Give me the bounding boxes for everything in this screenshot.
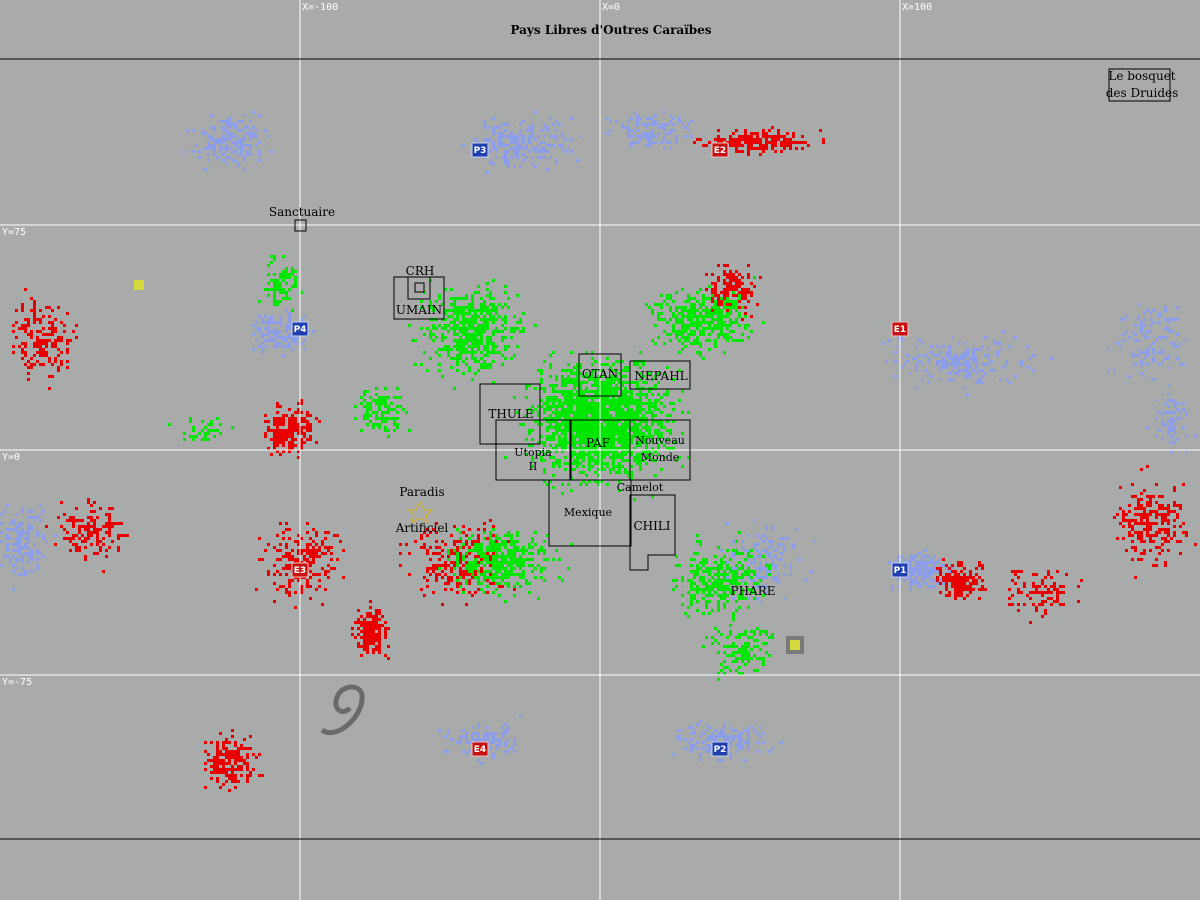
paradis-star-icon [406, 500, 434, 523]
region-label-mexique[interactable]: Mexique [564, 506, 612, 519]
region-label-camelot[interactable]: Camelot [617, 481, 664, 494]
region-boxes [294, 68, 1171, 571]
region-label-utopia[interactable]: Utopia II [514, 446, 552, 473]
region-label-nouveau-monde[interactable]: Nouveau Monde [635, 434, 685, 464]
region-label-crh[interactable]: CRH [406, 264, 435, 278]
marker-p1[interactable]: P1 [891, 562, 909, 578]
region-label-umain[interactable]: UMAIN [396, 303, 442, 317]
y-axis-label-0: Y=0 [2, 452, 20, 463]
map-border-lines [0, 58, 1200, 840]
y-axis-label-minus-75: Y=-75 [2, 677, 32, 688]
region-label-paf[interactable]: PAF [586, 436, 610, 450]
marker-p3[interactable]: P3 [471, 142, 489, 158]
marker-label: P1 [894, 566, 907, 576]
marker-label: E3 [294, 566, 306, 576]
map-title: Pays Libres d'Outres Caraïbes [510, 23, 711, 37]
spiral-vortex-icon [320, 684, 365, 736]
region-label-bosquet[interactable]: Le bosquet des Druides [1106, 69, 1179, 100]
marker-label: E4 [474, 745, 486, 755]
region-label-thule[interactable]: THULE [488, 407, 533, 421]
marker-label: P2 [714, 745, 727, 755]
marker-p2[interactable]: P2 [711, 741, 729, 757]
phare-beacon-icon[interactable] [786, 636, 804, 654]
region-label-sanctuaire[interactable]: Sanctuaire [269, 205, 335, 219]
x-axis-label-0: X=0 [602, 2, 620, 13]
marker-label: P3 [474, 146, 487, 156]
yellow-beacon-icon [134, 280, 144, 290]
region-label-paradis[interactable]: Paradis Artificiel [395, 485, 449, 535]
x-axis-label-100: X=100 [902, 2, 932, 13]
region-label-chili[interactable]: CHILI [633, 519, 670, 533]
red-territory-dots [12, 126, 1197, 792]
region-label-nepahl[interactable]: NEPAHL [634, 369, 687, 383]
x-axis-label-minus-100: X=-100 [302, 2, 338, 13]
marker-label: E1 [894, 325, 906, 335]
marker-e4[interactable]: E4 [471, 741, 489, 757]
marker-e1[interactable]: E1 [891, 321, 909, 337]
marker-label: P4 [294, 325, 307, 335]
region-label-otan[interactable]: OTAN [582, 367, 618, 381]
marker-label: E2 [714, 146, 726, 156]
green-territory-dots [168, 255, 774, 681]
player-markers[interactable]: P1 P2 P3 P4 E1 E2 E3 E4 [291, 142, 909, 757]
y-axis-label-75: Y=75 [2, 227, 26, 238]
marker-e2[interactable]: E2 [711, 142, 729, 158]
marker-p4[interactable]: P4 [291, 321, 309, 337]
region-label-phare[interactable]: PHARE [731, 584, 776, 598]
marker-e3[interactable]: E3 [291, 562, 309, 578]
